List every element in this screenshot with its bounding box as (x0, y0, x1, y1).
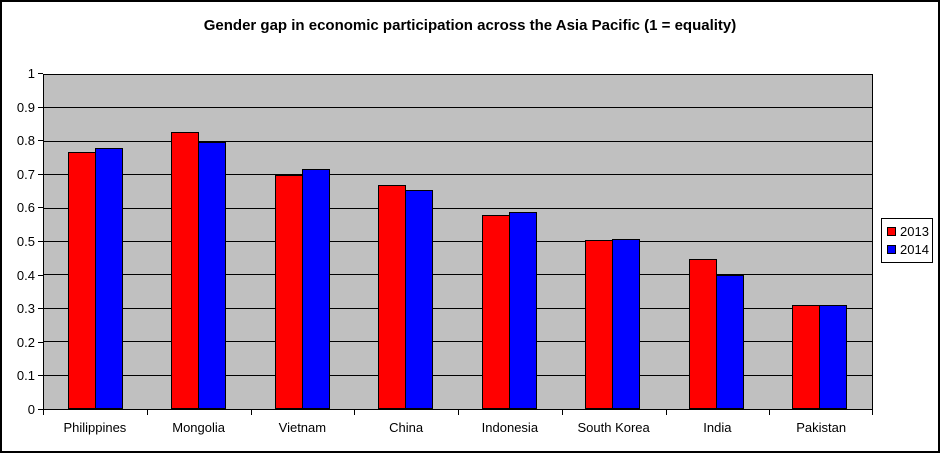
bar-2013-philippines (67, 151, 96, 409)
legend-label-2014: 2014 (900, 242, 929, 257)
gridline (44, 274, 872, 276)
y-tick-mark (38, 409, 43, 410)
x-category-label: Pakistan (796, 420, 847, 435)
bar-2013-vietnam (274, 175, 303, 409)
x-tick-mark (665, 410, 667, 415)
bar-2014-vietnam (301, 168, 330, 409)
y-tick-mark (38, 375, 43, 377)
bar-2014-mongolia (198, 141, 227, 409)
y-tick-label: 0.5 (16, 234, 35, 249)
x-tick-mark (354, 410, 356, 415)
bar-2014-philippines (94, 148, 123, 409)
y-tick-label: 0.8 (16, 133, 35, 149)
legend-swatch-2014 (887, 245, 896, 254)
y-tick-label: 0.6 (16, 200, 35, 216)
bar-2013-india (688, 258, 717, 409)
gridline (44, 107, 872, 109)
y-tick-label: 0.3 (16, 301, 35, 317)
x-tick-mark (250, 410, 252, 415)
chart-title: Gender gap in economic participation acr… (203, 17, 737, 34)
y-tick-mark (38, 73, 43, 74)
bar-2013-mongolia (171, 131, 200, 409)
y-tick-label: 1 (27, 66, 35, 81)
x-tick-mark (561, 410, 563, 415)
y-tick-mark (38, 241, 43, 242)
y-tick-label: 0.2 (16, 334, 35, 350)
bar-2014-china (405, 190, 434, 409)
x-tick-mark (43, 410, 44, 415)
plot-area (43, 74, 873, 410)
gridline (44, 307, 872, 309)
x-category-label: Indonesia (481, 420, 539, 435)
y-tick-mark (38, 106, 43, 108)
gridline (44, 140, 872, 142)
bar-2013-china (378, 185, 407, 409)
legend: 2013 2014 (881, 218, 933, 263)
x-tick-mark (872, 410, 873, 415)
gridline (44, 174, 872, 176)
x-axis: Philippines Mongolia Vietnam China Indonesia… (43, 410, 873, 451)
x-category-label: Vietnam (278, 420, 327, 435)
legend-item-2014: 2014 (887, 243, 932, 256)
bar-2014-indonesia (508, 211, 537, 409)
y-tick-label: 0 (27, 402, 35, 417)
legend-label-2013: 2013 (900, 224, 929, 239)
bar-2014-pakistan (819, 305, 848, 409)
y-tick-label: 0.9 (16, 99, 35, 115)
y-tick-label: 0.1 (16, 368, 35, 384)
y-tick-label: 0.7 (16, 166, 35, 182)
gridline (44, 207, 872, 209)
y-axis: 0 0.1 0.2 0.3 0.4 0.5 0.6 0.7 0.8 0.9 1 (2, 67, 43, 417)
x-tick-mark (769, 410, 771, 415)
gridline (44, 374, 872, 376)
y-tick-mark (38, 173, 43, 175)
y-tick-mark (38, 308, 43, 310)
gridline (44, 241, 872, 242)
x-category-label: Mongolia (172, 420, 225, 435)
y-tick-mark (38, 341, 43, 343)
gridlines-layer (44, 75, 872, 409)
bar-2013-indonesia (481, 215, 510, 409)
gridline (44, 341, 872, 343)
y-tick-label: 0.4 (16, 267, 35, 283)
y-tick-mark (38, 207, 43, 209)
y-tick-mark (38, 274, 43, 276)
bars-layer (44, 75, 872, 409)
x-category-label: India (703, 420, 732, 435)
x-tick-mark (146, 410, 148, 415)
legend-swatch-2013 (887, 227, 896, 236)
bar-2013-south-korea (585, 240, 614, 409)
y-tick-mark (38, 140, 43, 142)
x-category-label: Philippines (63, 420, 127, 435)
bar-2014-india (715, 275, 744, 409)
x-tick-mark (458, 410, 459, 415)
legend-item-2013: 2013 (887, 225, 932, 238)
x-category-label: South Korea (577, 420, 650, 435)
x-category-label: China (389, 420, 424, 435)
bar-2014-south-korea (612, 238, 641, 409)
bar-2013-pakistan (792, 305, 821, 409)
